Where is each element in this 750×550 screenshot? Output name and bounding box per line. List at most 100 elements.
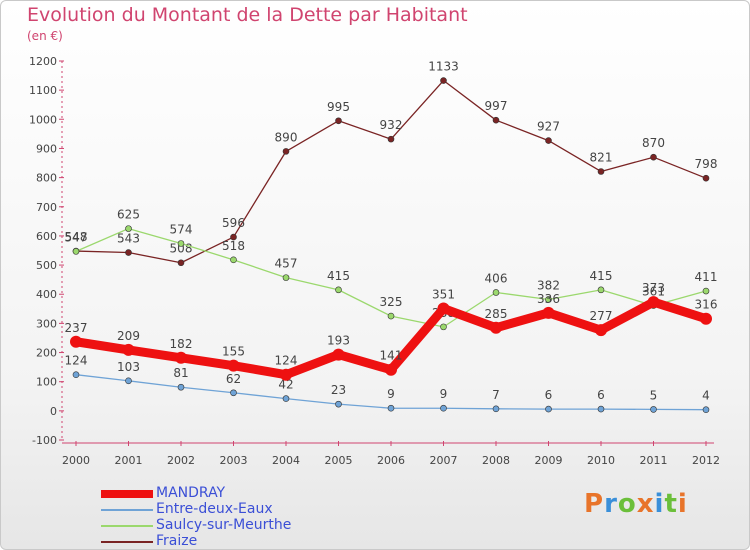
data-label: 4 (702, 389, 710, 403)
legend-swatch (101, 541, 153, 543)
legend-swatch (101, 490, 153, 498)
data-label: 124 (65, 354, 88, 368)
data-point (545, 405, 552, 413)
data-label: 209 (117, 329, 140, 343)
data-label: 277 (590, 309, 613, 323)
data-point (230, 389, 237, 397)
data-label: 415 (327, 269, 350, 283)
data-point (385, 363, 397, 376)
data-label: 7 (492, 388, 500, 402)
data-label: 5 (650, 388, 658, 402)
data-label: 42 (278, 378, 293, 392)
data-label: 574 (170, 223, 193, 237)
chart-subtitle: (en €) (27, 29, 63, 43)
proxiti-logo: Proxiti (584, 489, 688, 519)
x-tick-label: 2011 (640, 454, 668, 467)
data-point (177, 240, 185, 247)
data-point (332, 348, 345, 361)
data-label: 518 (222, 239, 245, 253)
x-tick-label: 2001 (115, 454, 143, 467)
data-point (177, 259, 185, 267)
data-label: 373 (642, 281, 665, 295)
data-point (542, 306, 555, 319)
x-tick-label: 2000 (62, 454, 90, 467)
data-point (595, 324, 607, 337)
data-label: 351 (432, 288, 455, 302)
data-label: 411 (695, 270, 718, 284)
data-label: 62 (226, 372, 241, 386)
y-tick-label: 400 (36, 288, 57, 301)
data-label: 193 (327, 334, 350, 348)
data-point (125, 249, 132, 256)
data-point (282, 148, 290, 155)
data-label: 798 (695, 157, 718, 171)
data-point (122, 343, 135, 356)
logo-letter: x (636, 489, 655, 519)
y-tick-label: 600 (36, 230, 57, 243)
data-label: 285 (485, 307, 508, 321)
data-label: 155 (222, 345, 245, 359)
data-point (437, 302, 450, 315)
data-point (702, 287, 710, 295)
data-point (230, 256, 237, 264)
data-point (335, 400, 342, 408)
data-label: 870 (642, 136, 665, 150)
data-label: 81 (173, 366, 188, 380)
data-label: 361 (642, 285, 665, 299)
data-point (440, 323, 447, 331)
x-tick-label: 2002 (167, 454, 195, 467)
data-point (282, 274, 290, 281)
y-tick-label: 100 (36, 376, 57, 389)
data-label: 997 (485, 99, 508, 113)
data-label: 237 (65, 321, 88, 335)
data-label: 325 (380, 295, 403, 309)
data-label: 103 (117, 360, 140, 374)
y-tick-label: 800 (36, 172, 57, 185)
x-tick-label: 2003 (220, 454, 248, 467)
data-label: 625 (117, 208, 140, 222)
x-tick-label: 2012 (692, 454, 720, 467)
data-point (597, 405, 605, 413)
data-point (545, 137, 552, 144)
data-point (177, 383, 185, 391)
data-point (335, 286, 342, 294)
data-label: 9 (440, 387, 448, 401)
data-point (387, 404, 395, 412)
data-label: 382 (537, 278, 560, 292)
data-point (280, 368, 292, 381)
data-point (230, 233, 237, 241)
data-point (125, 225, 132, 232)
data-point (175, 351, 187, 364)
logo-letter: o (617, 489, 637, 519)
data-point (597, 168, 605, 175)
data-label: 457 (275, 257, 298, 271)
data-point (545, 296, 552, 303)
y-tick-label: 1200 (29, 55, 57, 68)
data-point (125, 377, 132, 385)
data-point (387, 312, 395, 320)
legend-label: MANDRAY (156, 485, 226, 501)
logo-letter: P (584, 489, 605, 519)
data-label: 927 (537, 120, 560, 134)
data-point (702, 406, 710, 413)
data-label: 23 (331, 383, 346, 397)
chart-title: Evolution du Montant de la Dette par Hab… (27, 4, 468, 26)
data-label: 543 (117, 232, 140, 246)
data-point (492, 405, 500, 413)
legend-label: Saulcy-sur-Meurthe (156, 517, 292, 533)
logo-letter: t (664, 489, 678, 519)
data-point (700, 312, 712, 325)
y-tick-label: 500 (36, 259, 57, 272)
data-label: 9 (387, 387, 395, 401)
x-tick-label: 2006 (377, 454, 405, 467)
data-label: 182 (170, 337, 193, 351)
data-point (492, 116, 500, 124)
logo-letter: i (677, 489, 688, 519)
y-tick-label: 1100 (29, 84, 57, 97)
y-tick-label: 200 (36, 347, 57, 360)
y-tick-label: 900 (36, 142, 57, 155)
data-point (70, 335, 82, 348)
x-tick-label: 2010 (587, 454, 615, 467)
data-label: 6 (597, 388, 605, 402)
